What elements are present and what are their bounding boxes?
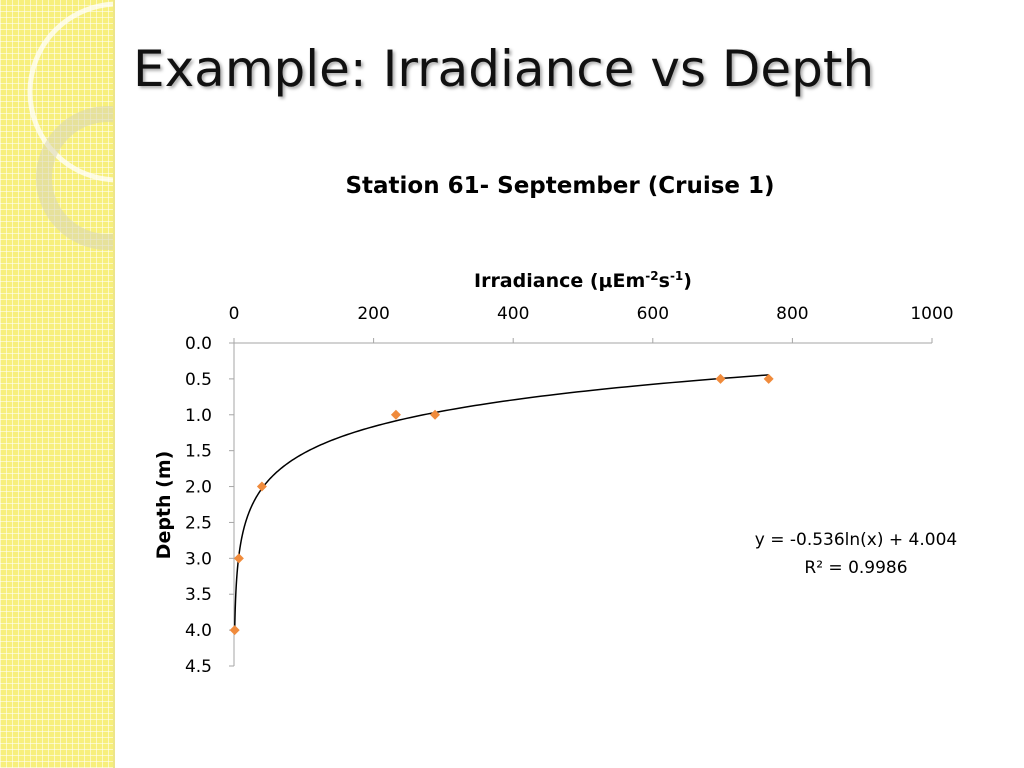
- data-point-marker: [233, 553, 244, 564]
- x-axis-title: Irradiance (μEm-2s-1): [474, 269, 692, 292]
- slide-title: Example: Irradiance vs Depth: [133, 40, 875, 98]
- axes-group: [229, 338, 933, 667]
- y-tick-label: 3.5: [185, 585, 212, 605]
- x-axis-title-end: ): [683, 270, 692, 292]
- y-tick-label: 0.0: [185, 334, 212, 354]
- y-tick-label: 2.0: [185, 478, 212, 498]
- y-tick-label: 0.5: [185, 370, 212, 390]
- y-tick-label: 1.0: [185, 406, 212, 426]
- x-tick-label: 400: [497, 304, 529, 324]
- y-axis-title: Depth (m): [153, 451, 175, 560]
- x-tick-label: 0: [229, 304, 240, 324]
- x-axis-title-sup1: -2: [645, 269, 658, 283]
- x-axis-title-main: Irradiance (μEm: [474, 270, 645, 292]
- x-tick-label: 200: [357, 304, 389, 324]
- x-axis-title-sup2: -1: [670, 269, 683, 283]
- y-tick-label: 3.0: [185, 549, 212, 569]
- trendline-curve: [233, 374, 769, 631]
- data-point-marker: [430, 409, 441, 420]
- x-tick-label: 1000: [910, 304, 953, 324]
- data-point-marker: [256, 481, 267, 492]
- decorative-circles: [27, 1, 113, 250]
- data-point-marker: [715, 373, 726, 384]
- x-axis-title-mid: s: [659, 270, 670, 292]
- trendline-group: [233, 374, 769, 631]
- trendline-equation: y = -0.536ln(x) + 4.004: [755, 530, 957, 550]
- data-point-marker: [390, 409, 401, 420]
- trendline-r-squared: R² = 0.9986: [804, 558, 907, 578]
- y-tick-label: 4.5: [185, 657, 212, 677]
- data-points: [229, 373, 774, 636]
- x-tick-label: 800: [776, 304, 808, 324]
- data-point-marker: [229, 625, 240, 636]
- data-point-marker: [763, 373, 774, 384]
- chart-title: Station 61- September (Cruise 1): [345, 173, 774, 199]
- x-tick-label: 600: [637, 304, 669, 324]
- y-tick-labels: 0.0 0.5 1.0 1.5 2.0 2.5 3.0 3.5 4.0 4.5: [185, 334, 212, 677]
- y-tick-label: 1.5: [185, 442, 212, 462]
- y-tick-label: 4.0: [185, 621, 212, 641]
- decorative-side-strip: [0, 0, 115, 768]
- y-tick-label: 2.5: [185, 513, 212, 533]
- x-tick-labels: 0 200 400 600 800 1000: [229, 304, 954, 324]
